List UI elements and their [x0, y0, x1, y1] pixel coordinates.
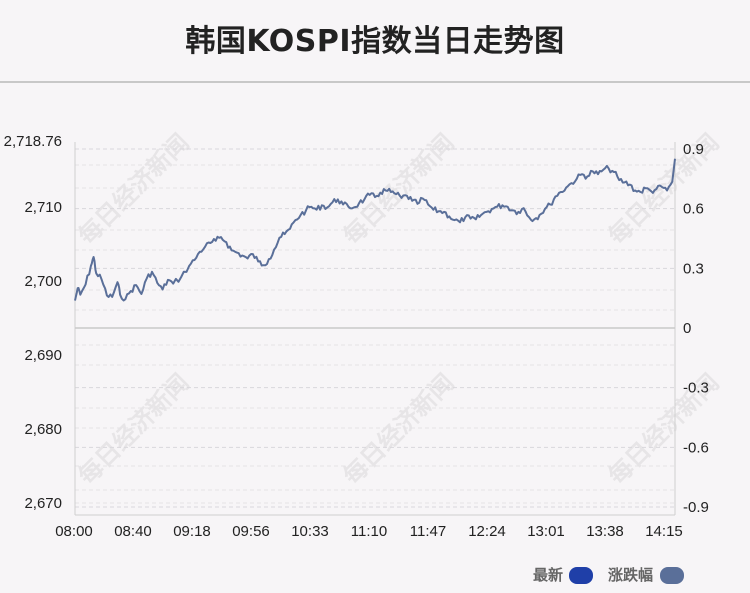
x-tick-label: 10:33: [291, 523, 329, 540]
y-left-tick-label: 2,710: [24, 199, 62, 216]
x-tick-label: 14:15: [645, 523, 683, 540]
y-right-tick-label: -0.3: [683, 380, 709, 397]
y-right-tick-label: -0.9: [683, 499, 709, 516]
legend-latest-label: 最新: [533, 566, 564, 584]
x-tick-label: 11:10: [351, 523, 387, 540]
y-left-tick-label: 2,680: [24, 421, 62, 438]
y-right-tick-label: 0: [683, 320, 691, 337]
legend-latest-swatch: [569, 567, 593, 584]
y-left-tick-label: 2,718.76: [4, 133, 62, 150]
y-right-tick-label: -0.6: [683, 439, 709, 456]
x-tick-label: 09:56: [232, 523, 270, 540]
y-left-tick-label: 2,690: [24, 347, 62, 364]
x-tick-label: 08:00: [55, 523, 93, 540]
kospi-series-line: [74, 158, 676, 302]
x-tick-label: 08:40: [114, 523, 152, 540]
y-left-tick-label: 2,700: [24, 273, 62, 290]
x-tick-label: 13:38: [586, 523, 624, 540]
y-right-tick-label: 0.6: [683, 201, 704, 218]
x-tick-label: 11:47: [410, 523, 446, 540]
legend-change-label: 涨跌幅: [608, 566, 654, 584]
legend-change-swatch: [660, 567, 684, 584]
page-title: 韩国KOSPI指数当日走势图: [185, 24, 565, 59]
x-tick-label: 09:18: [173, 523, 211, 540]
y-left-tick-label: 2,670: [24, 495, 62, 512]
y-right-tick-label: 0.9: [683, 141, 704, 158]
y-right-tick-label: 0.3: [683, 260, 704, 277]
title-divider: [0, 81, 750, 83]
x-tick-label: 13:01: [527, 523, 565, 540]
x-tick-label: 12:24: [468, 523, 506, 540]
